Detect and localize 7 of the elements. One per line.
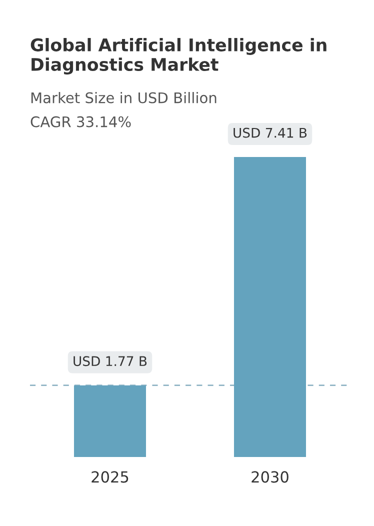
chart-title: Global Artificial Intelligence in Diagnostics Market	[30, 38, 326, 75]
data-label: USD 1.77 B	[74, 356, 147, 366]
text: CAGR 33.14%	[30, 116, 131, 128]
x-tick-label: 2025	[92, 471, 128, 483]
x-tick-label: 2030	[252, 471, 288, 483]
data-label: USD 7.41 B	[234, 128, 307, 138]
chart-subtitle: Market Size in USD Billion	[31, 92, 216, 104]
